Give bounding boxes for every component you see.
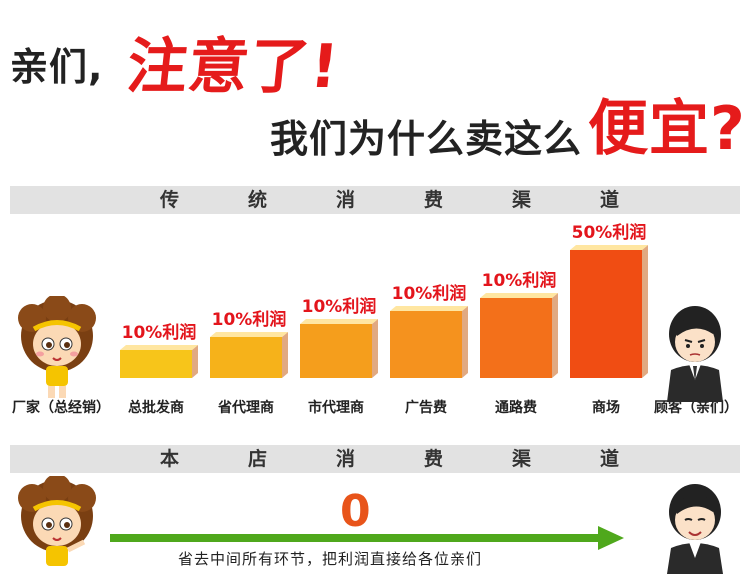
store-channel-char: 本 [160,448,180,470]
bar [300,324,372,378]
category-label: 省代理商 [217,399,274,416]
traditional-channel-char: 道 [600,189,620,211]
bar-data-label: 10%利润 [212,309,287,330]
bar-side [642,245,648,378]
traditional-channel-char: 传 [160,189,180,211]
bar-side [462,306,468,378]
store-channel-char: 店 [248,448,268,470]
bar-top [570,245,648,250]
bar-top [210,332,288,337]
bar-data-label: 10%利润 [482,270,557,291]
store-channel-title: 本店消费渠道 [10,445,740,473]
traditional-channel-band: 传统消费渠道 [10,186,740,214]
bar [390,311,462,378]
store-channel-band: 本店消费渠道 [10,445,740,473]
channel-end-label: 顾客（亲们） [654,399,738,416]
category-label: 市代理商 [308,399,364,416]
manufacturer-mascot-bottom-icon [18,476,96,566]
bar-top [480,293,558,298]
bar-side [192,345,198,378]
traditional-channel-char: 渠 [512,189,532,211]
store-channel-char: 消 [336,448,356,470]
category-label: 总批发商 [128,399,184,416]
bar-side [552,293,558,378]
direct-arrow-icon [110,526,624,550]
customer-mascot-icon [667,306,723,402]
bar-data-label: 10%利润 [302,296,377,317]
category-label: 通路费 [495,399,537,416]
bar [210,337,282,378]
customer-mascot-bottom-icon [667,484,723,574]
profit-bar-chart: 厂家（总经销）10%利润总批发商10%利润省代理商10%利润市代理商10%利润广… [12,222,738,416]
bar [480,298,552,378]
subheadline-emphasis: 便宜? [588,94,746,164]
bar-data-label: 10%利润 [392,283,467,304]
headline-prefix: 亲们, [10,45,104,89]
store-channel-char: 渠 [512,448,532,470]
bar-top [120,345,198,350]
bar [570,250,642,378]
category-label: 商场 [592,399,620,416]
store-channel-caption: 省去中间所有环节，把利润直接给各位亲们 [178,550,483,568]
bar-data-label: 10%利润 [122,322,197,343]
channel-start-label: 厂家（总经销） [12,399,110,416]
category-label: 广告费 [405,399,447,416]
bar-top [300,319,378,324]
traditional-channel-char: 费 [424,189,444,211]
bar [120,350,192,378]
traditional-channel-title: 传统消费渠道 [10,186,740,214]
traditional-channel-char: 消 [336,189,356,211]
manufacturer-mascot-icon [18,296,96,398]
bar-data-label: 50%利润 [572,222,647,243]
store-channel-value: 0 [340,486,371,537]
headline-emphasis: 注意了! [123,32,343,102]
traditional-channel-char: 统 [248,189,268,211]
bar-side [282,332,288,378]
subheadline-prefix: 我们为什么卖这么 [270,117,583,161]
bar-top [390,306,468,311]
store-channel-char: 道 [600,448,620,470]
bar-side [372,319,378,378]
store-channel-char: 费 [424,448,444,470]
